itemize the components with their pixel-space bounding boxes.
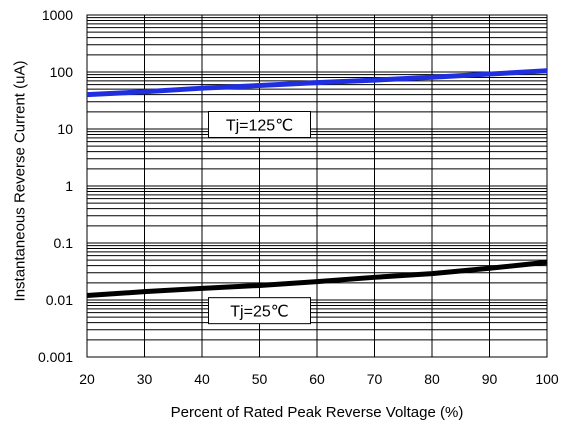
x-tick-label: 30 bbox=[137, 371, 153, 387]
y-tick-label: 0.1 bbox=[54, 235, 74, 251]
series-line-1 bbox=[86, 259, 548, 298]
y-axis-title: Instantaneous Reverse Current (uA) bbox=[12, 61, 29, 302]
x-tick-label: 20 bbox=[79, 371, 95, 387]
annotation-box-0 bbox=[208, 110, 311, 138]
annotations: Tj=125℃ Tj=25℃ bbox=[208, 110, 311, 325]
x-tick-label: 90 bbox=[482, 371, 498, 387]
annotation-label-1: Tj=25℃ bbox=[230, 304, 288, 321]
series-lines bbox=[86, 68, 548, 298]
y-tick-label: 10 bbox=[57, 121, 73, 137]
x-tick-label: 80 bbox=[424, 371, 440, 387]
y-tick-label: 100 bbox=[50, 64, 74, 80]
horizontal-gridlines bbox=[87, 17, 547, 358]
x-axis-title: Percent of Rated Peak Reverse Voltage (%… bbox=[171, 404, 464, 421]
y-tick-label: 1 bbox=[65, 178, 73, 194]
x-tick-label: 40 bbox=[194, 371, 210, 387]
y-tick-labels: 0.001 0.01 0.1 1 10 100 1000 bbox=[38, 7, 73, 365]
plot-area-frame bbox=[86, 14, 548, 358]
annotation-box-1 bbox=[208, 297, 311, 325]
x-tick-label: 100 bbox=[535, 371, 559, 387]
series-line-0 bbox=[86, 68, 548, 98]
y-tick-label: 0.01 bbox=[46, 292, 73, 308]
y-tick-label: 1000 bbox=[42, 7, 73, 23]
x-tick-label: 50 bbox=[252, 371, 268, 387]
x-tick-labels: 20 30 40 50 60 70 80 90 100 bbox=[79, 371, 559, 387]
annotation-label-0: Tj=125℃ bbox=[226, 117, 293, 134]
x-tick-label: 60 bbox=[309, 371, 325, 387]
x-tick-label: 70 bbox=[367, 371, 383, 387]
y-tick-label: 0.001 bbox=[38, 349, 73, 365]
